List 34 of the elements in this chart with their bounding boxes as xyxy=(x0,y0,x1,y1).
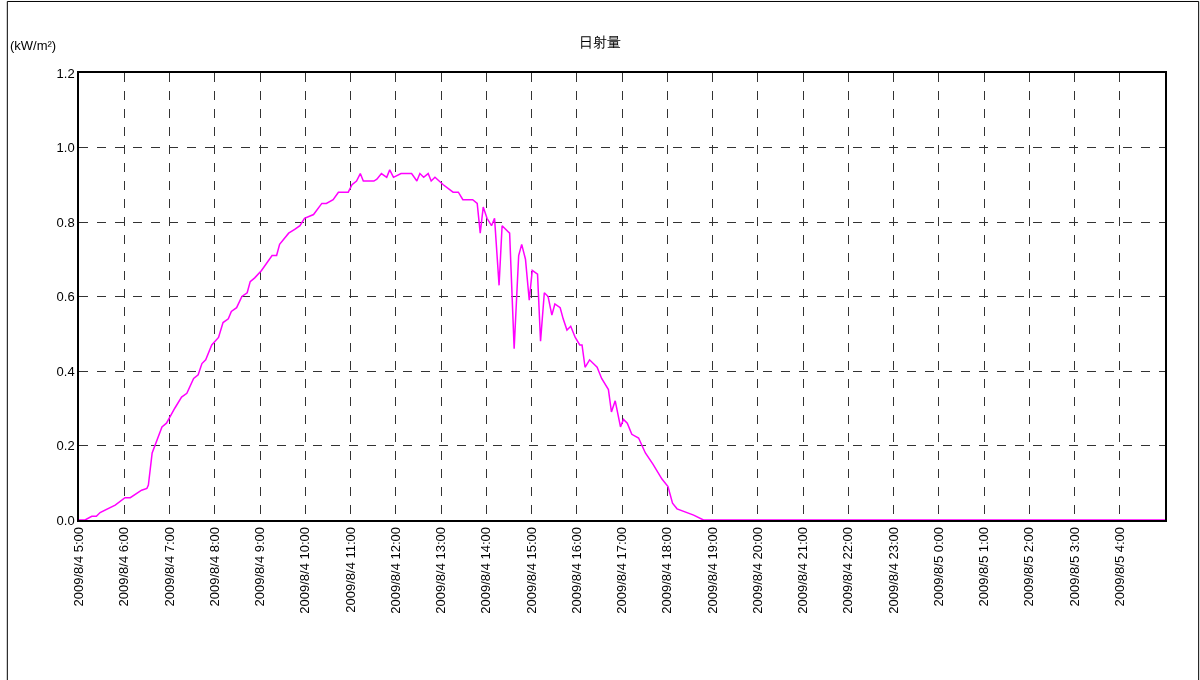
y-tick-label: 0.2 xyxy=(56,438,75,454)
x-tick-label: 2009/8/4 13:00 xyxy=(433,526,449,614)
x-tick-label: 2009/8/4 23:00 xyxy=(885,526,901,614)
x-tick-label: 2009/8/5 3:00 xyxy=(1066,526,1082,607)
x-tick-label: 2009/8/4 14:00 xyxy=(478,526,494,614)
y-tick-label: 1.0 xyxy=(56,140,75,156)
chart-title: 日射量 xyxy=(579,34,621,51)
y-tick-label: 0.8 xyxy=(56,214,75,230)
x-tick-label: 2009/8/4 7:00 xyxy=(161,526,177,607)
y-tick-label: 0.4 xyxy=(56,363,75,379)
x-tick-label: 2009/8/4 6:00 xyxy=(116,526,132,607)
y-tick-label: 1.2 xyxy=(56,65,75,81)
x-tick-label: 2009/8/4 21:00 xyxy=(795,526,811,614)
x-tick-label: 2009/8/4 8:00 xyxy=(206,526,222,607)
x-tick-label: 2009/8/4 22:00 xyxy=(840,526,856,614)
x-tick-label: 2009/8/4 11:00 xyxy=(342,526,358,613)
x-tick-label: 2009/8/4 5:00 xyxy=(71,526,87,607)
x-tick-label: 2009/8/5 2:00 xyxy=(1021,526,1037,607)
x-tick-label: 2009/8/4 20:00 xyxy=(749,526,765,614)
x-tick-label: 2009/8/4 12:00 xyxy=(387,526,403,614)
x-tick-label: 2009/8/4 16:00 xyxy=(568,526,584,614)
y-tick-label: 0.0 xyxy=(56,512,75,528)
x-tick-label: 2009/8/4 10:00 xyxy=(297,526,313,614)
y-axis-title: (kW/m²) xyxy=(10,38,57,53)
x-tick-label: 2009/8/4 9:00 xyxy=(252,526,268,607)
x-tick-label: 2009/8/5 0:00 xyxy=(930,526,946,607)
x-tick-label: 2009/8/4 18:00 xyxy=(659,526,675,614)
line-series xyxy=(79,169,1165,520)
x-tick-label: 2009/8/4 15:00 xyxy=(523,526,539,614)
x-tick-label: 2009/8/5 4:00 xyxy=(1111,526,1127,607)
x-tick-label: 2009/8/4 17:00 xyxy=(614,526,630,614)
x-tick-label: 2009/8/5 1:00 xyxy=(976,526,992,607)
y-tick-label: 0.6 xyxy=(56,289,75,305)
x-tick-label: 2009/8/4 19:00 xyxy=(704,526,720,614)
